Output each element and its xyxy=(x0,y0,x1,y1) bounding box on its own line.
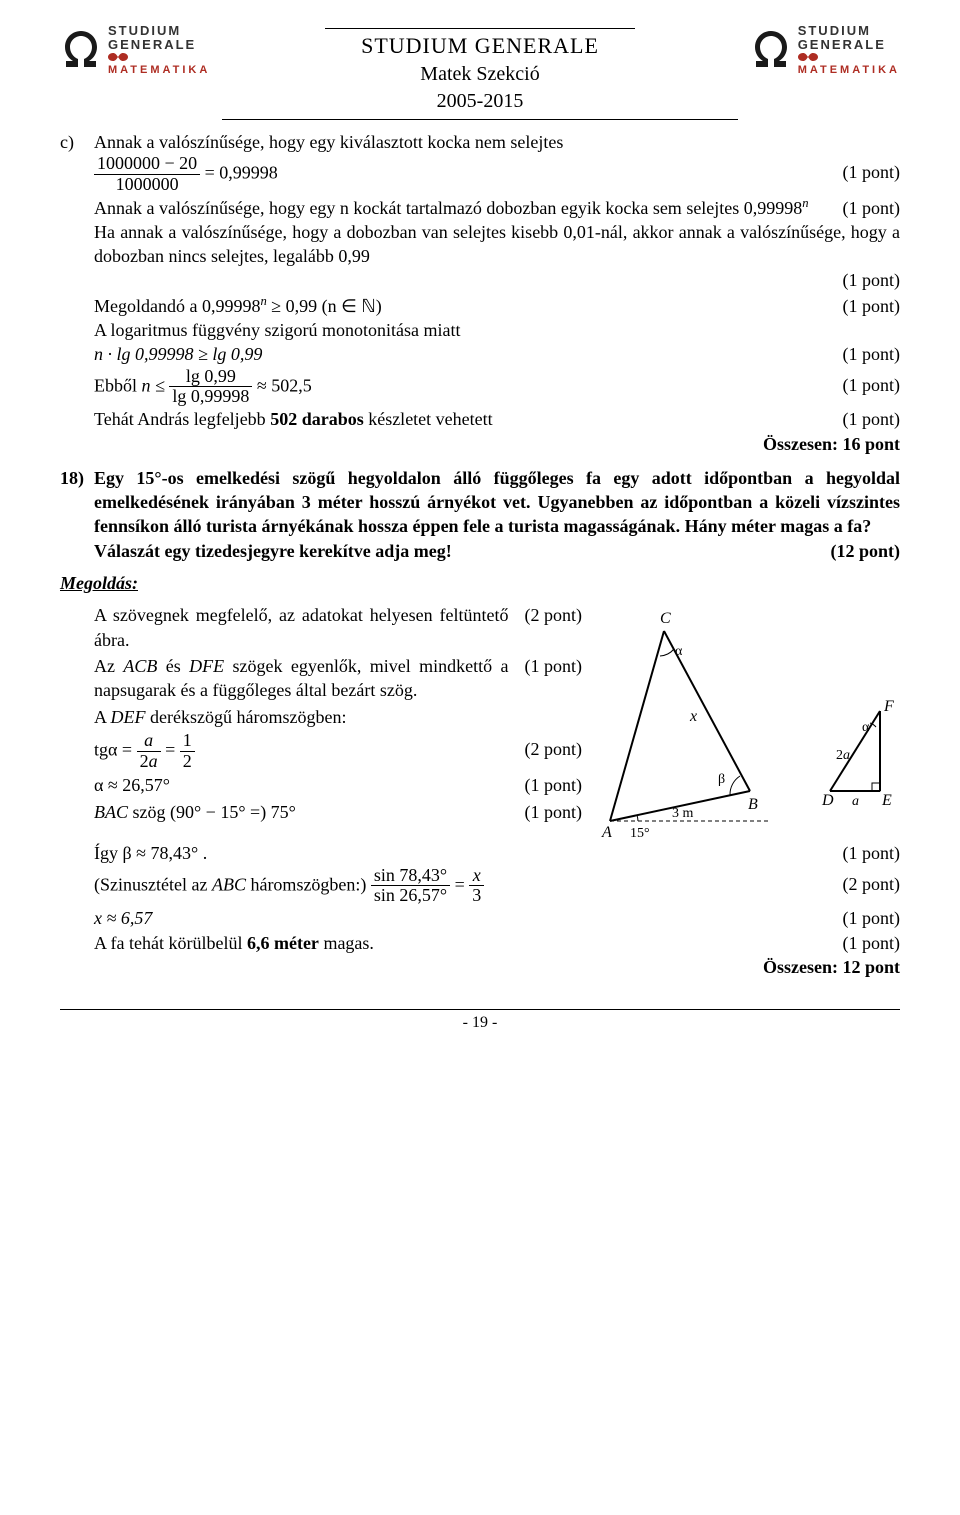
sol-s3-eq: tgα = a2a = 12 xyxy=(94,731,509,772)
page-header: STUDIUM GENERALE MATEMATIKA STUDIUM GENE… xyxy=(60,24,900,122)
points: (1 pont) xyxy=(827,268,901,292)
solution-heading: Megoldás: xyxy=(60,571,900,595)
points: (2 pont) xyxy=(827,872,901,896)
header-subtitle: Matek Szekció xyxy=(222,61,737,88)
total-points: Összesen: 12 pont xyxy=(747,955,900,979)
svg-text:D: D xyxy=(821,792,834,809)
sol-s2: Az ACB és DFE szögek egyenlők, mivel min… xyxy=(94,654,509,703)
svg-text:15°: 15° xyxy=(630,826,650,841)
c-line1: Annak a valószínűsége, hogy egy kiválasz… xyxy=(94,130,900,154)
problem-18: 18) Egy 15°-os emelkedési szögű hegyolda… xyxy=(60,466,900,563)
c-eq1: 1000000 − 201000000 = 0,99998 xyxy=(94,154,827,195)
svg-text:C: C xyxy=(660,610,671,627)
logo-line1: STUDIUM xyxy=(108,24,210,38)
sol-s5: BAC szög (90° − 15° =) 75° xyxy=(94,800,509,824)
c-line7: Ebből n ≤ lg 0,99lg 0,99998 ≈ 502,5 xyxy=(94,367,827,408)
points: (12 pont) xyxy=(814,539,900,563)
c-line3: Ha annak a valószínűsége, hogy a dobozba… xyxy=(94,220,900,269)
svg-text:α: α xyxy=(862,720,870,735)
points: (1 pont) xyxy=(827,906,901,930)
points: (1 pont) xyxy=(827,196,901,220)
svg-text:F: F xyxy=(883,698,894,715)
problem-18-text2: Válaszát egy tizedesjegyre kerekítve adj… xyxy=(94,539,814,563)
total-points: Összesen: 16 pont xyxy=(747,432,900,456)
svg-text:α: α xyxy=(675,644,683,659)
problem-18-text: Egy 15°-os emelkedési szögű hegyoldalon … xyxy=(94,466,900,539)
item-c: c) Annak a valószínűsége, hogy egy kivál… xyxy=(60,130,900,456)
sol-s6: Így β ≈ 78,43° . xyxy=(94,841,827,865)
infinity-icon xyxy=(108,51,128,63)
sol-s4: α ≈ 26,57° xyxy=(94,773,509,797)
header-years: 2005-2015 xyxy=(222,88,737,115)
logo-line1: STUDIUM xyxy=(798,24,900,38)
page-number: - 19 - xyxy=(60,1012,900,1034)
c-line5: A logaritmus függvény szigorú monotonitá… xyxy=(94,318,900,342)
header-title: STUDIUM GENERALE xyxy=(222,31,737,61)
omega-icon xyxy=(60,27,102,73)
logo-line2: GENERALE xyxy=(798,38,900,64)
svg-text:B: B xyxy=(748,796,758,813)
sol-s1: A szövegnek megfelelő, az adatokat helye… xyxy=(94,603,509,652)
points: (1 pont) xyxy=(509,773,583,797)
svg-text:A: A xyxy=(601,824,612,841)
points: (1 pont) xyxy=(827,342,901,366)
sol-s3-intro: A DEF derékszögű háromszögben: xyxy=(94,705,582,729)
points: (2 pont) xyxy=(509,603,583,627)
sol-s9: A fa tehát körülbelül 6,6 méter magas. xyxy=(94,931,827,955)
svg-text:3 m: 3 m xyxy=(672,806,694,821)
c-line2: Annak a valószínűsége, hogy egy n kockát… xyxy=(94,195,827,220)
points: (1 pont) xyxy=(827,294,901,318)
svg-text:x: x xyxy=(689,708,697,725)
sol-s7: (Szinusztétel az ABC háromszögben:) sin … xyxy=(94,866,827,907)
item-c-label: c) xyxy=(60,130,94,456)
svg-text:E: E xyxy=(881,792,892,809)
c-line4: Megoldandó a 0,99998n ≥ 0,99 (n ∈ ℕ) xyxy=(94,293,827,318)
points: (1 pont) xyxy=(827,407,901,431)
geometry-figure: C α x β A B 15° 3 m F 2a α xyxy=(600,601,900,841)
svg-text:2a: 2a xyxy=(836,748,850,763)
points: (1 pont) xyxy=(509,800,583,824)
points: (1 pont) xyxy=(827,931,901,955)
sol-s8: x ≈ 6,57 xyxy=(94,906,827,930)
infinity-icon xyxy=(798,51,818,63)
logo-line3: MATEMATIKA xyxy=(108,65,210,77)
points: (2 pont) xyxy=(509,737,583,761)
points: (1 pont) xyxy=(827,373,901,397)
problem-18-label: 18) xyxy=(60,466,94,563)
logo-line3: MATEMATIKA xyxy=(798,65,900,77)
c-line8: Tehát András legfeljebb 502 darabos kész… xyxy=(94,407,827,431)
points: (1 pont) xyxy=(827,160,901,184)
logo-right: STUDIUM GENERALE MATEMATIKA xyxy=(750,24,900,77)
logo-left: STUDIUM GENERALE MATEMATIKA xyxy=(60,24,210,77)
logo-line2: GENERALE xyxy=(108,38,210,64)
solution-body: A szövegnek megfelelő, az adatokat helye… xyxy=(60,601,900,841)
points: (1 pont) xyxy=(827,841,901,865)
svg-text:β: β xyxy=(718,772,725,787)
omega-icon xyxy=(750,27,792,73)
svg-text:a: a xyxy=(852,794,859,809)
points: (1 pont) xyxy=(509,654,583,678)
c-line6: n · lg 0,99998 ≥ lg 0,99 xyxy=(94,342,827,366)
footer-rule xyxy=(60,1009,900,1010)
